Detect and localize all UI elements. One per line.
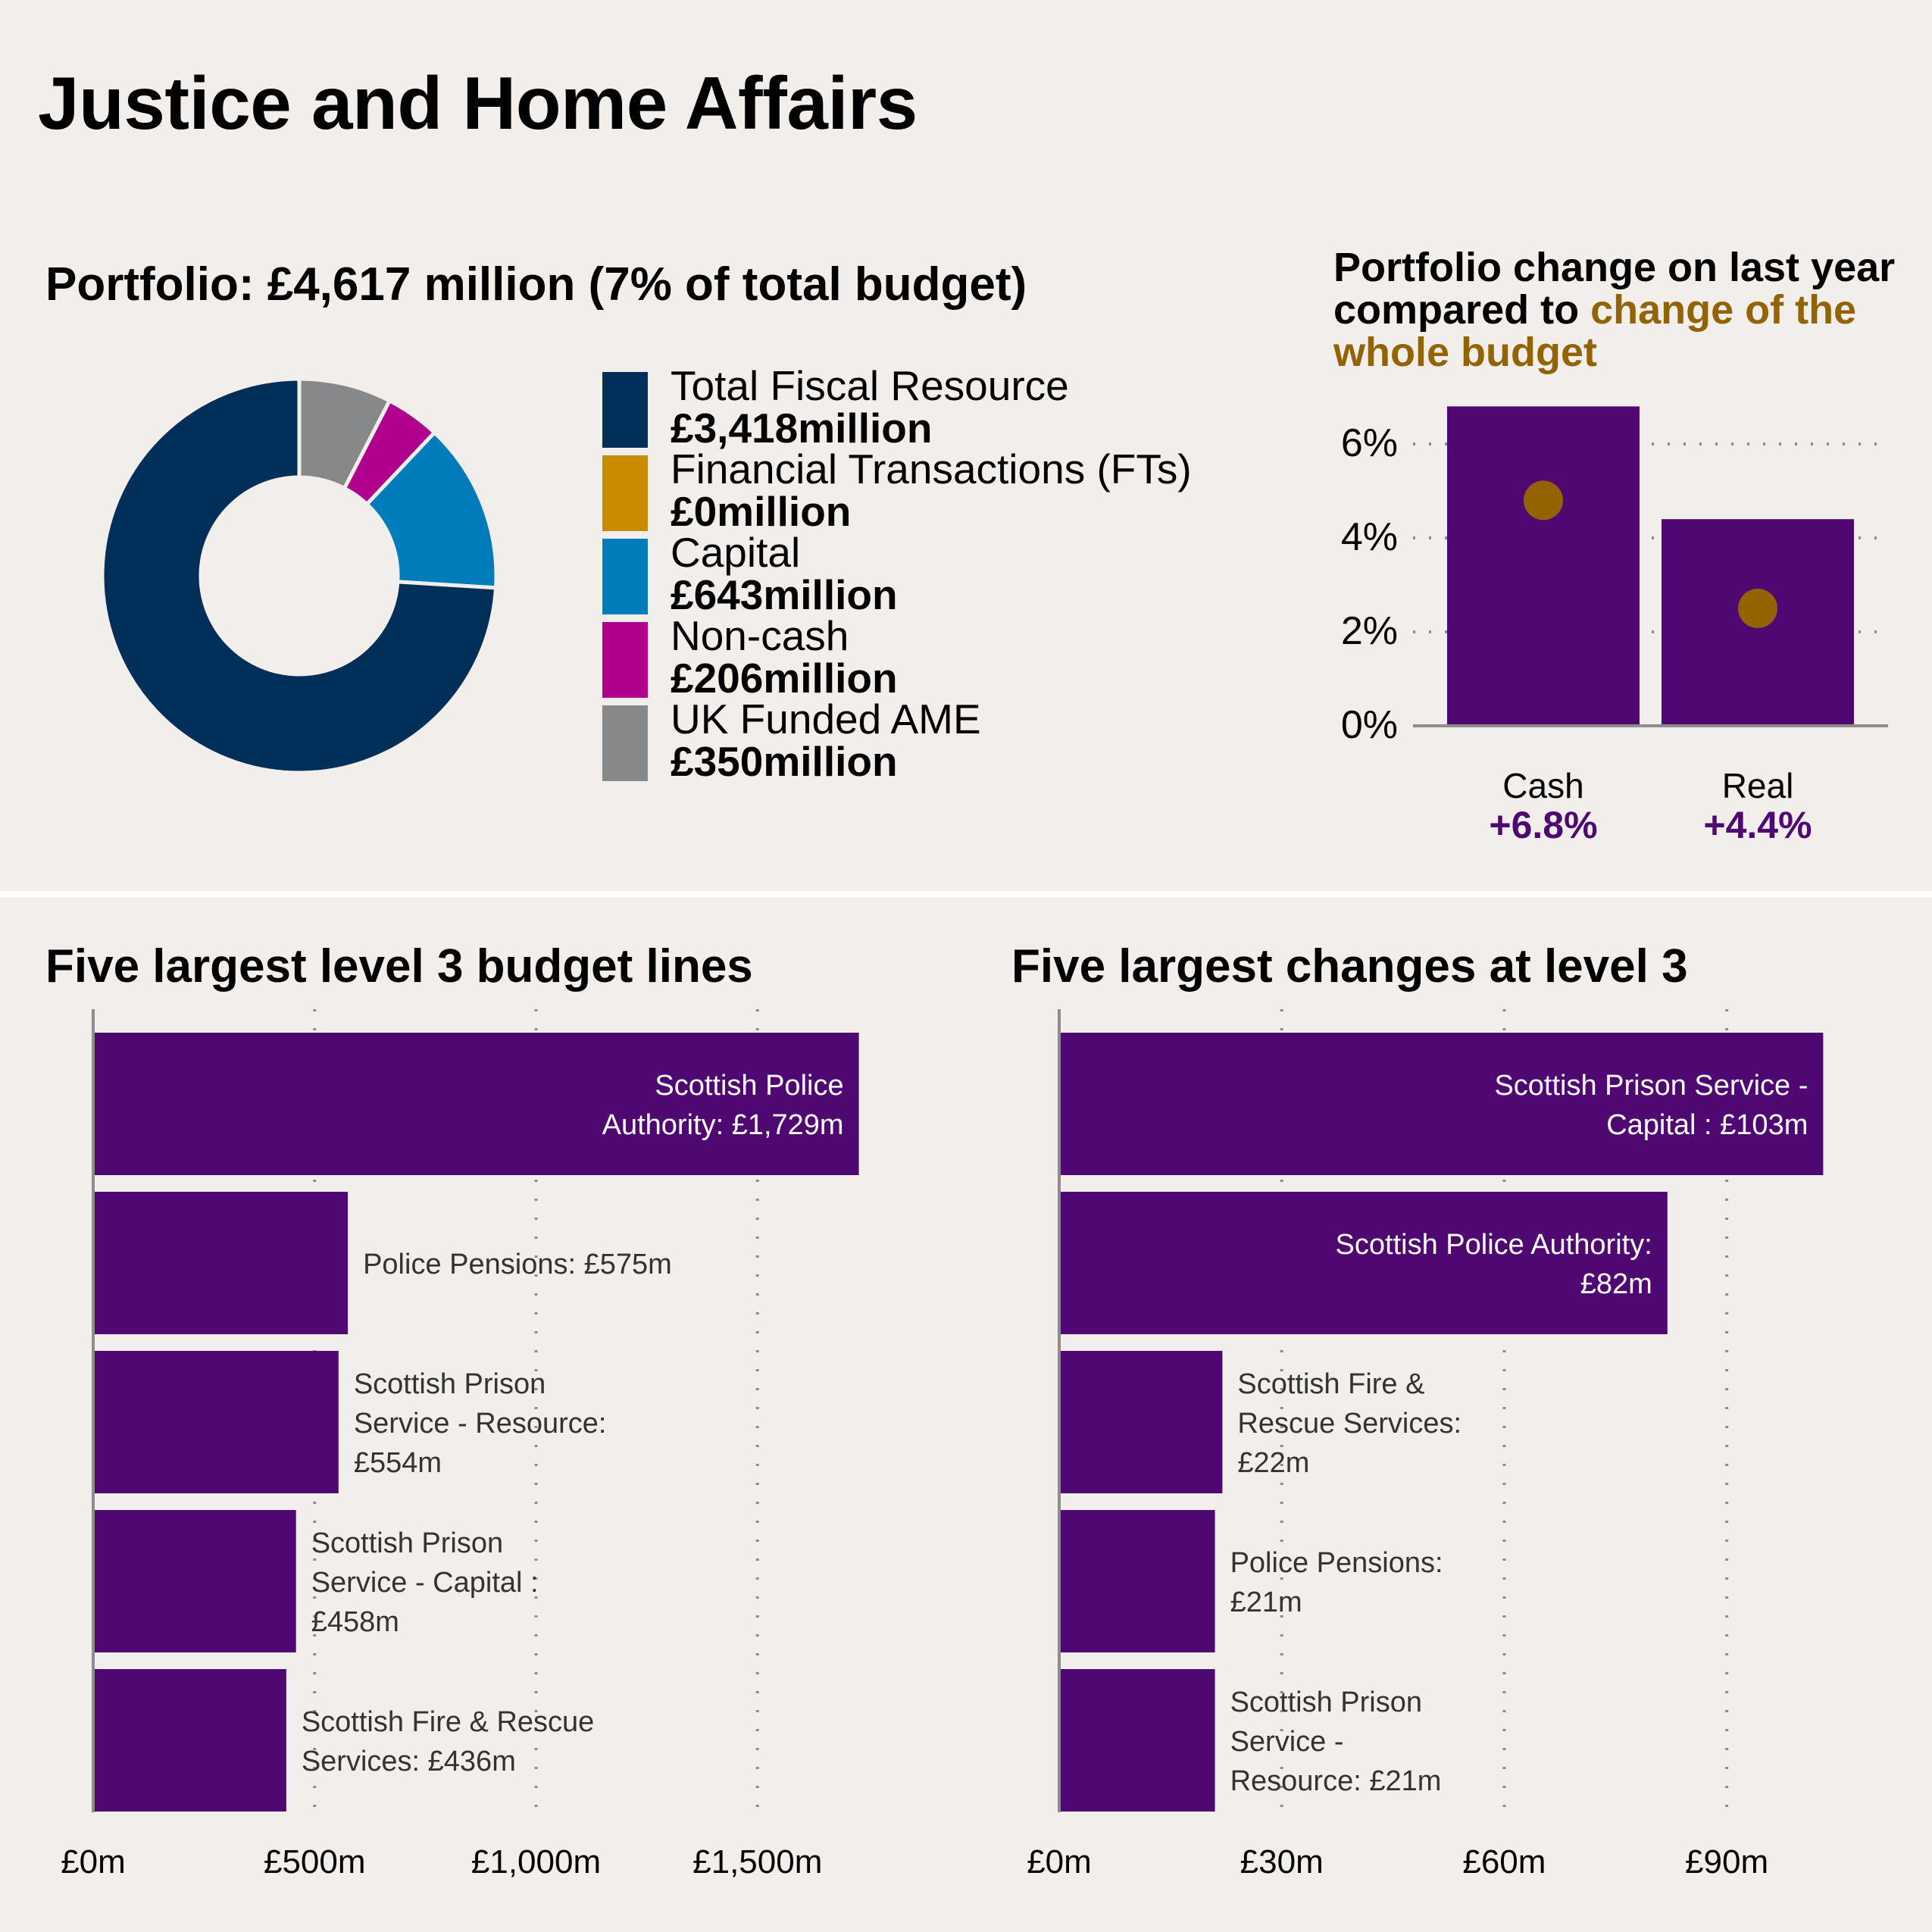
- legend-label: UK Funded AME: [671, 696, 981, 742]
- bar-label: Police Pensions:: [1230, 1547, 1443, 1579]
- legend-swatch: [602, 622, 648, 698]
- legend-label: Non-cash: [671, 612, 849, 659]
- bar-label: Rescue Services:: [1237, 1408, 1462, 1440]
- x-tick-label: £0m: [1027, 1843, 1092, 1880]
- x-tick-label: £0m: [61, 1843, 126, 1880]
- bar-label: Scottish Police Authority:: [1336, 1229, 1652, 1261]
- bar-label: £458m: [311, 1606, 399, 1638]
- legend-value: £0million: [671, 488, 852, 535]
- legend-item-financial-transactions: Financial Transactions (FTs) £0million: [602, 446, 1284, 536]
- bar-label: Authority: £1,729m: [602, 1109, 844, 1141]
- whole-budget-dot-cash: [1524, 480, 1563, 521]
- largest-changes-chart: £0m £30m £60m £90m Scottish Prison Service -…: [1027, 1009, 1824, 1880]
- change-title-highlight: change of the whole budget: [1333, 287, 1857, 375]
- bar-label: Scottish Prison: [1230, 1687, 1422, 1718]
- legend-item-total-fiscal-resource: Total Fiscal Resource £3,418million: [602, 363, 1284, 452]
- bar: [1059, 1510, 1215, 1652]
- legend-value: £350million: [671, 738, 898, 785]
- bar-label: Capital : £103m: [1606, 1109, 1808, 1141]
- real-change-value: +4.4%: [1703, 804, 1812, 846]
- bar: [1059, 1033, 1824, 1175]
- bar-label: Scottish Police: [655, 1070, 843, 1102]
- x-tick-label: £1,500m: [692, 1843, 822, 1880]
- legend-swatch: [602, 705, 648, 781]
- bar-label: Scottish Fire & Rescue: [302, 1706, 594, 1738]
- whole-budget-dot-real: [1738, 589, 1777, 628]
- bar: [1059, 1669, 1215, 1812]
- bar-label: Services: £436m: [302, 1746, 516, 1777]
- x-tick-label: £500m: [264, 1843, 366, 1880]
- bar-label: Scottish Fire &: [1237, 1368, 1424, 1400]
- cash-change-value: +6.8%: [1489, 804, 1597, 846]
- bar-label: Scottish Prison: [311, 1527, 503, 1559]
- bar-label: Service - Capital :: [311, 1567, 539, 1599]
- change-chart-title: Portfolio change on last year compared t…: [1333, 246, 1909, 374]
- legend-value: £206million: [671, 655, 898, 702]
- legend-swatch: [602, 372, 648, 448]
- y-tick-label: 4%: [1341, 515, 1398, 559]
- bar: [93, 1192, 349, 1334]
- legend-value: £643million: [671, 571, 898, 618]
- bar-label: Scottish Prison: [354, 1368, 546, 1400]
- legend-swatch: [602, 539, 648, 614]
- x-tick-label: £1,000m: [471, 1843, 601, 1880]
- x-tick-label: £60m: [1462, 1843, 1546, 1880]
- bar-label: £22m: [1237, 1447, 1309, 1479]
- page-title: Justice and Home Affairs: [38, 61, 918, 145]
- bar: [93, 1669, 286, 1812]
- legend-item-capital: Capital £643million: [602, 530, 1284, 619]
- donut-slice-total-fiscal-resource: [100, 377, 499, 775]
- x-tick-label: £30m: [1240, 1843, 1324, 1880]
- bar-label: Police Pensions: £575m: [363, 1249, 672, 1280]
- y-tick-label: 2%: [1341, 609, 1398, 653]
- legend-item-non-cash: Non-cash £206million: [602, 613, 1284, 702]
- legend-label: Capital: [671, 529, 801, 576]
- change-title-main: Portfolio change on last year compared t…: [1333, 245, 1896, 333]
- portfolio-title: Portfolio: £4,617 million (7% of total b…: [45, 258, 1027, 311]
- bar-label: Resource: £21m: [1230, 1765, 1442, 1797]
- largest-budget-lines-chart: £0m £500m £1,000m £1,500m Scottish Police Aut…: [61, 1009, 859, 1880]
- bar-label: £554m: [354, 1447, 442, 1479]
- category-label-real: Real: [1722, 766, 1794, 805]
- section-divider: [0, 891, 1932, 897]
- bar: [1059, 1192, 1668, 1334]
- y-tick-label: 6%: [1341, 421, 1398, 465]
- bar-label: £82m: [1580, 1268, 1652, 1300]
- legend-label: Total Fiscal Resource: [671, 362, 1069, 409]
- right-chart-title: Five largest changes at level 3: [1011, 940, 1688, 993]
- left-chart-title: Five largest level 3 budget lines: [45, 940, 753, 993]
- legend-item-uk-funded-ame: UK Funded AME £350million: [602, 696, 1284, 786]
- category-label-cash: Cash: [1502, 766, 1583, 805]
- donut-slice-capital: [364, 430, 499, 590]
- bar: [93, 1510, 296, 1652]
- bar-label: £21m: [1230, 1587, 1302, 1618]
- legend-value: £3,418million: [671, 405, 933, 452]
- bar-label: Service - Resource:: [354, 1408, 607, 1440]
- bar: [93, 1351, 339, 1493]
- bar-label: Service -: [1230, 1726, 1344, 1758]
- bar: [1059, 1351, 1223, 1493]
- x-tick-label: £90m: [1685, 1843, 1768, 1880]
- legend-label: Financial Transactions (FTs): [671, 445, 1192, 492]
- bar-label: Scottish Prison Service -: [1494, 1070, 1808, 1102]
- portfolio-donut-chart: [100, 377, 499, 775]
- portfolio-legend: Total Fiscal Resource £3,418million Fina…: [602, 363, 1284, 786]
- legend-swatch: [602, 455, 648, 531]
- bar: [93, 1033, 859, 1175]
- y-tick-label: 0%: [1341, 703, 1398, 747]
- bar-cash: [1447, 406, 1640, 726]
- change-bar-chart: 0% 2% 4% 6% Cash +6.8% Real +4.4%: [1341, 406, 1888, 846]
